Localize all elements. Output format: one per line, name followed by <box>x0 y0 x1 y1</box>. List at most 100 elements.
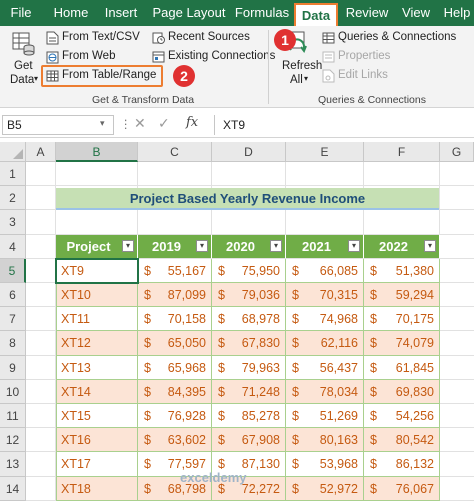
row-header-9[interactable]: 9 <box>0 355 26 380</box>
revenue-cell[interactable]: $80,542 <box>364 428 440 453</box>
enter-icon[interactable]: ✓ <box>158 115 170 131</box>
row-header-1[interactable]: 1 <box>0 162 26 187</box>
revenue-cell[interactable]: $79,036 <box>212 283 286 308</box>
tab-formulas[interactable]: Formulas <box>234 5 290 20</box>
column-header-b[interactable]: B <box>56 142 138 162</box>
revenue-cell[interactable]: $68,978 <box>212 307 286 332</box>
revenue-cell[interactable]: $76,928 <box>138 404 212 429</box>
revenue-cell[interactable]: $71,248 <box>212 379 286 404</box>
from-table-range-button[interactable]: From Table/Range <box>46 68 158 84</box>
revenue-cell[interactable]: $74,079 <box>364 331 440 356</box>
row-header-7[interactable]: 7 <box>0 307 26 332</box>
row-header-11[interactable]: 11 <box>0 404 26 429</box>
project-cell[interactable]: XT16 <box>56 428 138 453</box>
project-cell[interactable]: XT12 <box>56 331 138 356</box>
revenue-cell[interactable]: $87,099 <box>138 283 212 308</box>
revenue-cell[interactable]: $69,830 <box>364 379 440 404</box>
revenue-cell[interactable]: $77,597 <box>138 452 212 477</box>
revenue-cell[interactable]: $84,395 <box>138 379 212 404</box>
revenue-cell[interactable]: $79,963 <box>212 355 286 380</box>
revenue-cell[interactable]: $65,050 <box>138 331 212 356</box>
revenue-cell[interactable]: $72,272 <box>212 476 286 501</box>
revenue-cell[interactable]: $76,067 <box>364 476 440 501</box>
column-header-e[interactable]: E <box>286 142 364 162</box>
edit-links-button[interactable]: Edit Links <box>322 68 422 84</box>
column-header-a[interactable]: A <box>26 142 56 162</box>
column-header-c[interactable]: C <box>138 142 212 162</box>
revenue-cell[interactable]: $52,972 <box>286 476 364 501</box>
tab-insert[interactable]: Insert <box>104 5 138 20</box>
revenue-cell[interactable]: $78,034 <box>286 379 364 404</box>
revenue-cell[interactable]: $70,175 <box>364 307 440 332</box>
tab-review[interactable]: Review <box>345 5 389 20</box>
column-header-g[interactable]: G <box>440 142 474 162</box>
revenue-cell[interactable]: $61,845 <box>364 355 440 380</box>
project-cell[interactable]: XT15 <box>56 404 138 429</box>
name-box[interactable]: B5 <box>2 115 114 135</box>
chevron-down-icon[interactable]: ▾ <box>100 118 105 128</box>
revenue-cell[interactable]: $54,256 <box>364 404 440 429</box>
table-title[interactable]: Project Based Yearly Revenue Income <box>56 188 439 211</box>
column-header-f[interactable]: F <box>364 142 440 162</box>
revenue-cell[interactable]: $70,315 <box>286 283 364 308</box>
queries-connections-button[interactable]: Queries & Connections <box>322 30 472 46</box>
cancel-icon[interactable]: ✕ <box>134 115 146 131</box>
project-cell[interactable]: XT17 <box>56 452 138 477</box>
project-cell[interactable]: XT13 <box>56 355 138 380</box>
revenue-cell[interactable]: $51,380 <box>364 258 440 283</box>
row-header-6[interactable]: 6 <box>0 283 26 308</box>
revenue-cell[interactable]: $53,968 <box>286 452 364 477</box>
revenue-cell[interactable]: $70,158 <box>138 307 212 332</box>
revenue-cell[interactable]: $59,294 <box>364 283 440 308</box>
get-data-button[interactable]: Get Data ▾ <box>6 30 40 88</box>
revenue-cell[interactable]: $56,437 <box>286 355 364 380</box>
revenue-cell[interactable]: $65,968 <box>138 355 212 380</box>
from-text-csv-button[interactable]: From Text/CSV <box>46 30 146 46</box>
revenue-cell[interactable]: $85,278 <box>212 404 286 429</box>
row-header-5[interactable]: 5 <box>0 258 26 283</box>
row-header-3[interactable]: 3 <box>0 210 26 235</box>
filter-dropdown-icon[interactable]: ▾ <box>196 239 208 252</box>
project-cell[interactable]: XT10 <box>56 283 138 308</box>
revenue-cell[interactable]: $74,968 <box>286 307 364 332</box>
revenue-cell[interactable]: $62,116 <box>286 331 364 356</box>
row-header-14[interactable]: 14 <box>0 476 26 501</box>
revenue-cell[interactable]: $67,830 <box>212 331 286 356</box>
existing-connections-button[interactable]: Existing Connections <box>152 49 275 65</box>
recent-sources-button[interactable]: Recent Sources <box>152 30 262 46</box>
tab-home[interactable]: Home <box>53 5 89 20</box>
revenue-cell[interactable]: $86,132 <box>364 452 440 477</box>
project-cell[interactable]: XT14 <box>56 379 138 404</box>
row-header-8[interactable]: 8 <box>0 331 26 356</box>
revenue-cell[interactable]: $66,085 <box>286 258 364 283</box>
column-header-d[interactable]: D <box>212 142 286 162</box>
properties-button[interactable]: Properties <box>322 49 422 65</box>
select-all-corner[interactable] <box>0 142 26 162</box>
filter-dropdown-icon[interactable]: ▾ <box>122 239 134 252</box>
row-header-13[interactable]: 13 <box>0 452 26 477</box>
revenue-cell[interactable]: $68,798 <box>138 476 212 501</box>
revenue-cell[interactable]: $87,130 <box>212 452 286 477</box>
row-header-12[interactable]: 12 <box>0 428 26 453</box>
insert-function-icon[interactable]: fx <box>186 115 199 130</box>
row-header-2[interactable]: 2 <box>0 186 26 211</box>
row-header-10[interactable]: 10 <box>0 379 26 404</box>
filter-dropdown-icon[interactable]: ▾ <box>348 239 360 252</box>
formula-input[interactable]: XT9 <box>214 115 472 135</box>
revenue-cell[interactable]: $55,167 <box>138 258 212 283</box>
revenue-cell[interactable]: $67,908 <box>212 428 286 453</box>
tab-data[interactable]: Data <box>294 3 338 26</box>
revenue-cell[interactable]: $75,950 <box>212 258 286 283</box>
project-cell[interactable]: XT18 <box>56 476 138 501</box>
revenue-cell[interactable]: $63,602 <box>138 428 212 453</box>
tab-view[interactable]: View <box>402 5 430 20</box>
tab-page-layout[interactable]: Page Layout <box>152 5 226 20</box>
project-cell[interactable]: XT11 <box>56 307 138 332</box>
revenue-cell[interactable]: $51,269 <box>286 404 364 429</box>
row-header-4[interactable]: 4 <box>0 234 26 259</box>
from-web-button[interactable]: From Web <box>46 49 146 65</box>
revenue-cell[interactable]: $80,163 <box>286 428 364 453</box>
filter-dropdown-icon[interactable]: ▾ <box>424 239 436 252</box>
filter-dropdown-icon[interactable]: ▾ <box>270 239 282 252</box>
project-cell[interactable]: XT9 <box>56 258 138 283</box>
